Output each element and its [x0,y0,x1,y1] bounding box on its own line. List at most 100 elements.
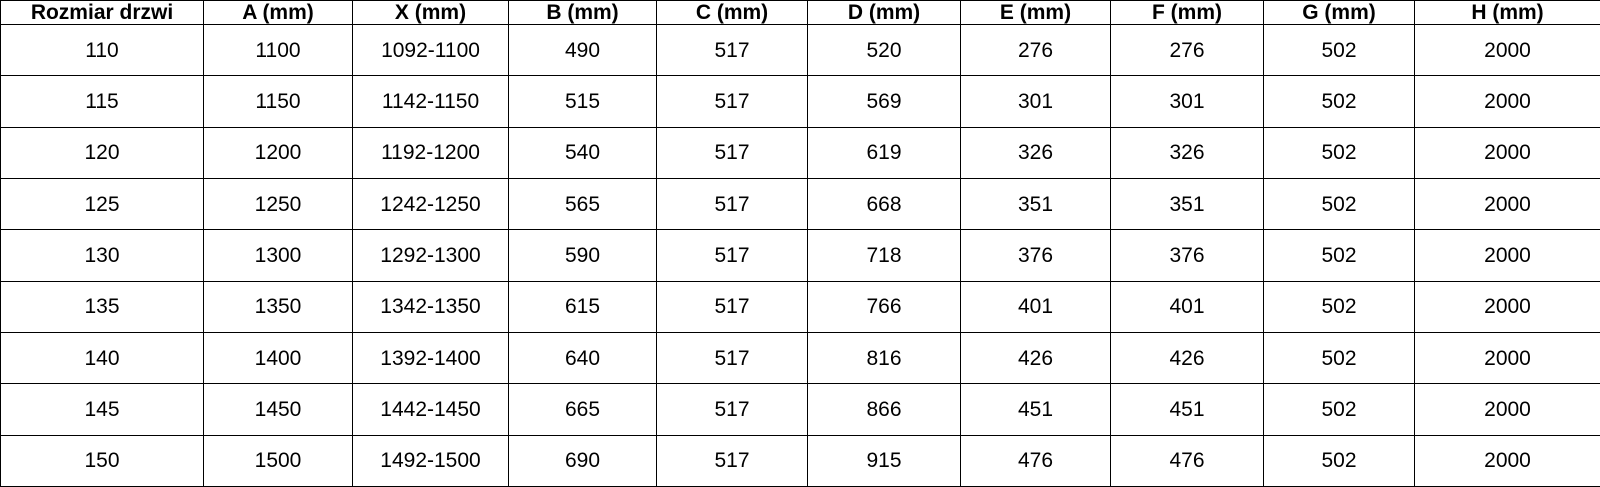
table-cell: 1250 [203,178,353,231]
table-row: 115 1150 1142-1150 515 517 569 301 301 5… [0,75,1600,128]
table-cell: 590 [508,229,657,282]
table-row: 140 1400 1392-1400 640 517 816 426 426 5… [0,331,1600,385]
col-header-f-mm: F (mm) [1110,0,1264,26]
table-cell: 1442-1450 [352,383,509,436]
table-cell: 110 [0,24,204,77]
table-cell: 376 [1110,229,1264,282]
table-cell: 1192-1200 [352,126,509,180]
col-header-e-mm: E (mm) [960,0,1111,26]
table-cell: 326 [960,126,1111,180]
table-row: 125 1250 1242-1250 565 517 668 351 351 5… [0,178,1600,231]
table-cell: 2000 [1414,126,1600,180]
table-cell: 135 [0,280,204,333]
col-header-a-mm: A (mm) [203,0,353,26]
col-header-g-mm: G (mm) [1263,0,1415,26]
table-cell: 816 [807,331,961,385]
table-cell: 140 [0,331,204,385]
table-cell: 2000 [1414,331,1600,385]
table-cell: 2000 [1414,75,1600,128]
table-cell: 1492-1500 [352,434,509,487]
table-cell: 665 [508,383,657,436]
table-cell: 1142-1150 [352,75,509,128]
col-header-x-mm: X (mm) [352,0,509,26]
table-cell: 301 [960,75,1111,128]
table-cell: 2000 [1414,178,1600,231]
table-cell: 2000 [1414,280,1600,333]
table-row: 130 1300 1292-1300 590 517 718 376 376 5… [0,229,1600,282]
table-cell: 915 [807,434,961,487]
table-cell: 569 [807,75,961,128]
table-cell: 502 [1263,383,1415,436]
table-cell: 1400 [203,331,353,385]
table-cell: 401 [1110,280,1264,333]
table-cell: 1100 [203,24,353,77]
table-cell: 640 [508,331,657,385]
table-cell: 120 [0,126,204,180]
table-cell: 301 [1110,75,1264,128]
table-cell: 718 [807,229,961,282]
table-cell: 1350 [203,280,353,333]
table-cell: 520 [807,24,961,77]
table-cell: 145 [0,383,204,436]
table-cell: 502 [1263,434,1415,487]
table-cell: 2000 [1414,229,1600,282]
col-header-d-mm: D (mm) [807,0,961,26]
table-cell: 766 [807,280,961,333]
table-cell: 502 [1263,331,1415,385]
table-cell: 351 [960,178,1111,231]
table-cell: 1150 [203,75,353,128]
table-cell: 517 [656,24,808,77]
table-cell: 276 [1110,24,1264,77]
table-cell: 401 [960,280,1111,333]
table-cell: 1342-1350 [352,280,509,333]
table-cell: 1300 [203,229,353,282]
table-cell: 125 [0,178,204,231]
table-row: 150 1500 1492-1500 690 517 915 476 476 5… [0,434,1600,487]
table-row: 135 1350 1342-1350 615 517 766 401 401 5… [0,280,1600,333]
table-cell: 490 [508,24,657,77]
table-cell: 565 [508,178,657,231]
table-cell: 515 [508,75,657,128]
table-row: 110 1100 1092-1100 490 517 520 276 276 5… [0,24,1600,77]
table-cell: 502 [1263,229,1415,282]
table-row: 145 1450 1442-1450 665 517 866 451 451 5… [0,383,1600,436]
table-row: 120 1200 1192-1200 540 517 619 326 326 5… [0,126,1600,180]
table-cell: 451 [960,383,1111,436]
table-cell: 2000 [1414,434,1600,487]
table-cell: 502 [1263,75,1415,128]
table-cell: 517 [656,434,808,487]
table-cell: 1500 [203,434,353,487]
table-cell: 540 [508,126,657,180]
table-cell: 1092-1100 [352,24,509,77]
table-cell: 1242-1250 [352,178,509,231]
table-header-row: Rozmiar drzwi A (mm) X (mm) B (mm) C (mm… [0,0,1600,26]
table-cell: 426 [1110,331,1264,385]
table-cell: 476 [960,434,1111,487]
table-cell: 351 [1110,178,1264,231]
table-cell: 502 [1263,126,1415,180]
table-cell: 866 [807,383,961,436]
table-cell: 668 [807,178,961,231]
table-cell: 115 [0,75,204,128]
table-cell: 517 [656,383,808,436]
table-cell: 451 [1110,383,1264,436]
table-cell: 502 [1263,280,1415,333]
table-cell: 690 [508,434,657,487]
table-cell: 426 [960,331,1111,385]
table-cell: 1292-1300 [352,229,509,282]
table-cell: 476 [1110,434,1264,487]
col-header-c-mm: C (mm) [656,0,808,26]
table-cell: 2000 [1414,24,1600,77]
table-cell: 502 [1263,178,1415,231]
table-cell: 276 [960,24,1111,77]
table-cell: 326 [1110,126,1264,180]
table-cell: 619 [807,126,961,180]
table-cell: 615 [508,280,657,333]
table-cell: 517 [656,75,808,128]
table-cell: 517 [656,331,808,385]
col-header-b-mm: B (mm) [508,0,657,26]
table-cell: 130 [0,229,204,282]
table-cell: 1200 [203,126,353,180]
table-cell: 517 [656,229,808,282]
